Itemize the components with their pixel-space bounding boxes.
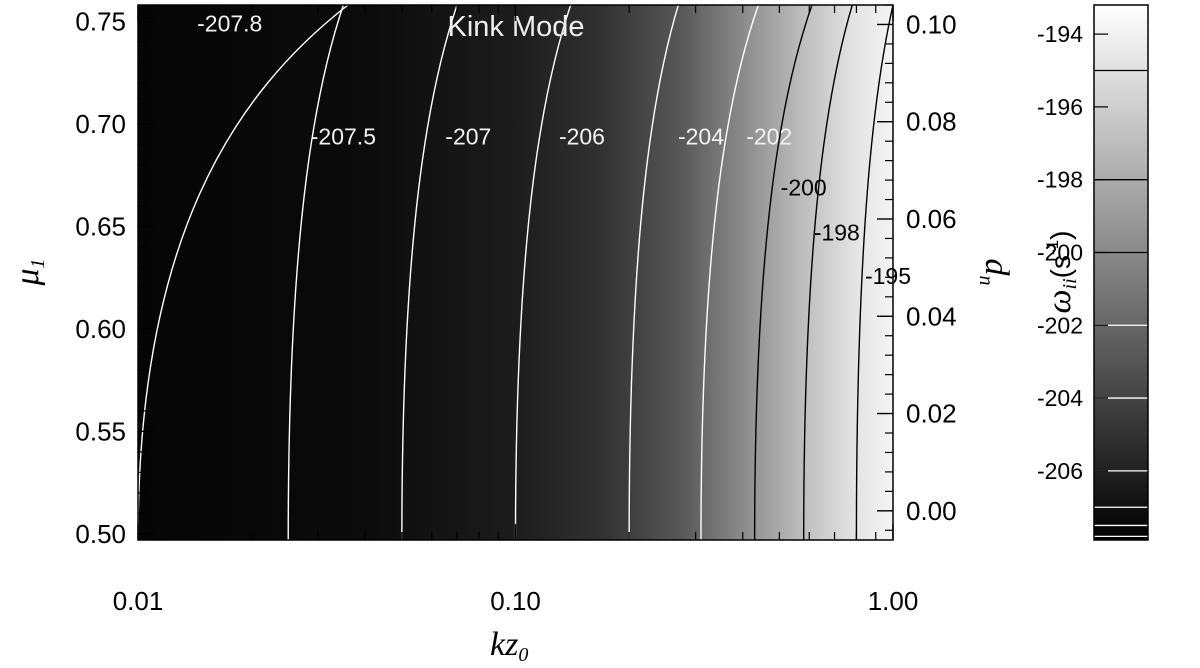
yr-tick-label-6: 0.10 (906, 9, 957, 39)
x-axis-ticks: 0.01 0.10 1.00 (113, 5, 919, 616)
contour-label-5: -204 (678, 123, 724, 149)
colorbar-ticks: -206 -204 -202 -200 -198 -196 -194 (1037, 21, 1108, 484)
cbar-tick-label-7: -194 (1037, 21, 1083, 47)
yr-tick-label-5: 0.08 (906, 107, 957, 137)
yl-tick-label-3: 0.60 (75, 314, 126, 344)
contour-label-8: -198 (814, 220, 860, 246)
yl-tick-label-6: 0.75 (75, 6, 126, 36)
cbar-tick-label-5: -198 (1037, 167, 1083, 193)
yl-tick-label-5: 0.70 (75, 109, 126, 139)
contour-line-4 (514, 5, 572, 540)
yr-tick-label-4: 0.06 (906, 204, 957, 234)
right-y-axis-title: dn (975, 259, 1015, 286)
yr-tick-label-3: 0.04 (906, 301, 957, 331)
contour-lines (138, 5, 893, 540)
right-y-axis-ticks: 0.00 0.02 0.04 0.06 0.08 0.10 (877, 4, 957, 531)
cbar-tick-label-6: -196 (1037, 94, 1083, 120)
x-tick-label-3: 1.00 (868, 586, 919, 616)
x-tick-label-2: 0.10 (490, 586, 541, 616)
colorbar-frame (1093, 4, 1149, 541)
colorbar-title: ωii(s-1) (1041, 231, 1081, 314)
contour-label-2: -207.5 (311, 123, 376, 149)
contour-label-3: -207 (445, 123, 491, 149)
left-y-axis-ticks: 0.50 0.55 0.60 0.65 0.70 0.75 (75, 6, 154, 549)
yr-tick-label-2: 0.02 (906, 399, 957, 429)
colorbar (1094, 5, 1148, 540)
contour-label-9: -195 (865, 263, 911, 289)
yl-tick-label-1: 0.50 (75, 519, 126, 549)
yr-tick-label-1: 0.00 (906, 496, 957, 526)
contour-line-8 (802, 5, 853, 540)
contour-labels: -207.8 -207.5 -207 -206 -204 -202 -200 -198-195 (197, 11, 911, 289)
contour-label-6: -202 (746, 123, 792, 149)
contour-label-4: -206 (559, 123, 605, 149)
contour-label-7: -200 (781, 175, 827, 201)
contour-line-7 (753, 5, 813, 540)
cbar-tick-label-3: -202 (1037, 312, 1083, 338)
heatmap-field (138, 5, 893, 540)
contour-line-2 (287, 5, 345, 540)
contour-label-1: -207.8 (197, 11, 262, 37)
contour-line-1 (138, 5, 349, 540)
left-y-axis-title: μ1 (9, 258, 49, 286)
cbar-tick-label-4: -200 (1037, 239, 1083, 265)
x-axis-title: kz0 (490, 626, 528, 666)
contour-line-6 (700, 5, 760, 540)
yl-tick-label-4: 0.65 (75, 211, 126, 241)
x-tick-label-1: 0.01 (113, 586, 164, 616)
contour-line-9 (855, 5, 893, 540)
contour-line-5 (628, 5, 680, 540)
contour-line-3 (401, 5, 458, 540)
yl-tick-label-2: 0.55 (75, 416, 126, 446)
cbar-tick-label-2: -204 (1037, 385, 1083, 411)
cbar-tick-label-1: -206 (1037, 458, 1083, 484)
